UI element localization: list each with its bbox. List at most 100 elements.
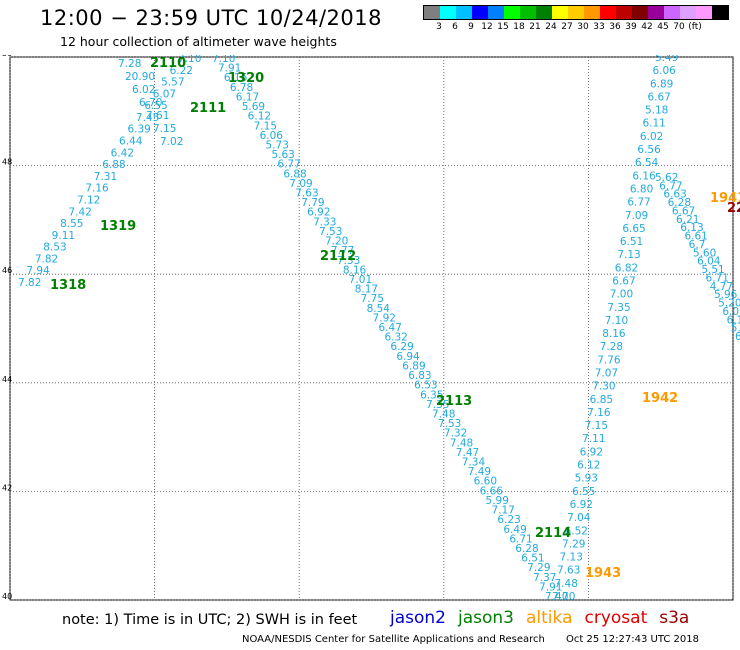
track-value: 7.47 xyxy=(456,447,479,459)
track-value: 5.99 xyxy=(486,495,509,507)
footer-credit: NOAA/NESDIS Center for Satellite Applica… xyxy=(242,634,545,645)
legend-swatch xyxy=(632,6,648,19)
track-value: 5.93 xyxy=(575,473,598,485)
legend-swatch xyxy=(600,6,616,19)
track-value: 6.02 xyxy=(132,84,155,96)
track-value: 6.04 xyxy=(697,256,721,268)
legend-label: 30 xyxy=(577,22,589,32)
page-title: 12:00 − 23:59 UTC 10/24/2018 xyxy=(40,6,383,30)
track-value: 6.71 xyxy=(706,272,729,284)
track-value: 5.63 xyxy=(271,149,294,161)
track-value: 6.12 xyxy=(248,111,271,123)
track-value: 7.33 xyxy=(313,216,336,228)
page-subtitle: 12 hour collection of altimeter wave hei… xyxy=(60,34,337,49)
track-value: 5.49 xyxy=(655,55,678,64)
legend-label: 45 xyxy=(657,22,669,32)
track-value: 6.89 xyxy=(402,360,425,372)
legend-label: 3 xyxy=(436,22,442,32)
track-value: 7.20 xyxy=(325,236,348,248)
satellite-cryosat: cryosat xyxy=(584,608,648,628)
track-value: 6.28 xyxy=(668,197,691,209)
track-value: 7.13 xyxy=(617,249,640,261)
legend-label: 21 xyxy=(529,22,541,32)
track-value: 6.55 xyxy=(572,486,595,498)
track-value: 6.83 xyxy=(408,370,431,382)
track-value: 6.77 xyxy=(659,180,682,192)
track-value: 6.23 xyxy=(497,514,520,526)
track-value: 6.89 xyxy=(650,78,673,90)
legend-swatch xyxy=(648,6,664,19)
track-value: 6.51 xyxy=(620,236,643,248)
track-value: 6.54 xyxy=(635,157,659,169)
lat-tick-label: 40 xyxy=(2,592,12,601)
track-value: 7.07 xyxy=(595,368,618,380)
track-value: 6.61 xyxy=(684,231,707,243)
satellite-jason2: jason2 xyxy=(390,608,446,628)
track-value: 4.77 xyxy=(710,281,733,293)
track-value: 7.82 xyxy=(18,277,41,289)
track-value: 5.51 xyxy=(701,264,724,276)
track-value: 8.16 xyxy=(602,328,626,340)
legend-swatches xyxy=(423,5,729,20)
pass-label: 1942 xyxy=(642,391,678,406)
lat-tick-label: 48 xyxy=(2,158,12,167)
track-value: 7.75 xyxy=(361,293,384,305)
track-value: 8.16 xyxy=(343,264,367,276)
legend-label: 42 xyxy=(641,22,653,32)
track-value: 6.16 xyxy=(224,72,248,84)
track-value: 6.56 xyxy=(637,144,661,156)
legend-label: 27 xyxy=(561,22,573,32)
track-value: 7.01 xyxy=(349,274,372,286)
legend-swatch xyxy=(488,6,504,19)
track-value: 7.28 xyxy=(118,58,141,70)
track-value: 7.49 xyxy=(468,466,491,478)
track-value: 7.53 xyxy=(438,418,461,430)
track-value: 7.76 xyxy=(597,354,621,366)
track-value: 6.1 xyxy=(727,314,740,326)
legend-label: 24 xyxy=(545,22,557,32)
track-value: 6.77 xyxy=(627,197,650,209)
legend-label: 36 xyxy=(609,22,621,32)
track-value: 7.29 xyxy=(562,538,585,550)
satellite-jason3: jason3 xyxy=(458,608,514,628)
legend-swatch xyxy=(664,6,680,19)
pass-label: 1319 xyxy=(100,219,136,234)
track-value: 7.12 xyxy=(77,194,100,206)
track-value: 7.92 xyxy=(373,312,396,324)
track-value: 5.57 xyxy=(161,77,184,89)
track-value: 6.92 xyxy=(570,499,593,511)
track-value: 7.04 xyxy=(567,512,591,524)
track-value: 6.06 xyxy=(652,65,676,77)
track-value: 6.16 xyxy=(632,170,656,182)
track-value: 6.53 xyxy=(414,380,437,392)
track-value: 7.00 xyxy=(610,289,633,301)
track-value: 6.06 xyxy=(260,130,284,142)
track-value: 6.35 xyxy=(420,389,443,401)
track-value: 5.73 xyxy=(266,139,289,151)
track-value: 7.35 xyxy=(426,399,449,411)
track-value: 7.40 xyxy=(545,591,568,603)
track-value: 7.28 xyxy=(600,341,623,353)
track-value: 7.34 xyxy=(462,457,486,469)
lat-tick-label: 42 xyxy=(2,483,12,492)
track-value: 6.29 xyxy=(390,341,413,353)
satellite-legend: jason2 jason3 altika cryosat s3a xyxy=(390,608,701,628)
track-value: 6.39 xyxy=(127,124,150,136)
track-value: 7.48 xyxy=(450,437,473,449)
legend-swatch xyxy=(552,6,568,19)
track-value: 5.20 xyxy=(718,298,740,310)
legend-label: 12 xyxy=(481,22,493,32)
pass-label: 2114 xyxy=(535,526,571,541)
legend-swatch xyxy=(680,6,696,19)
track-value: 7.79 xyxy=(301,197,324,209)
track-value: 7.45 xyxy=(136,112,159,124)
track-value: 6.52 xyxy=(565,525,588,537)
legend-swatch xyxy=(520,6,536,19)
track-value: 8.54 xyxy=(367,303,391,315)
track-value: 7.63 xyxy=(557,565,580,577)
track-value: 7.82 xyxy=(35,253,58,265)
track-value: 6.77 xyxy=(277,159,300,171)
track-value: 6.49 xyxy=(503,524,526,536)
legend-label: (ft) xyxy=(688,22,702,32)
track-value: 7.09 xyxy=(289,178,312,190)
